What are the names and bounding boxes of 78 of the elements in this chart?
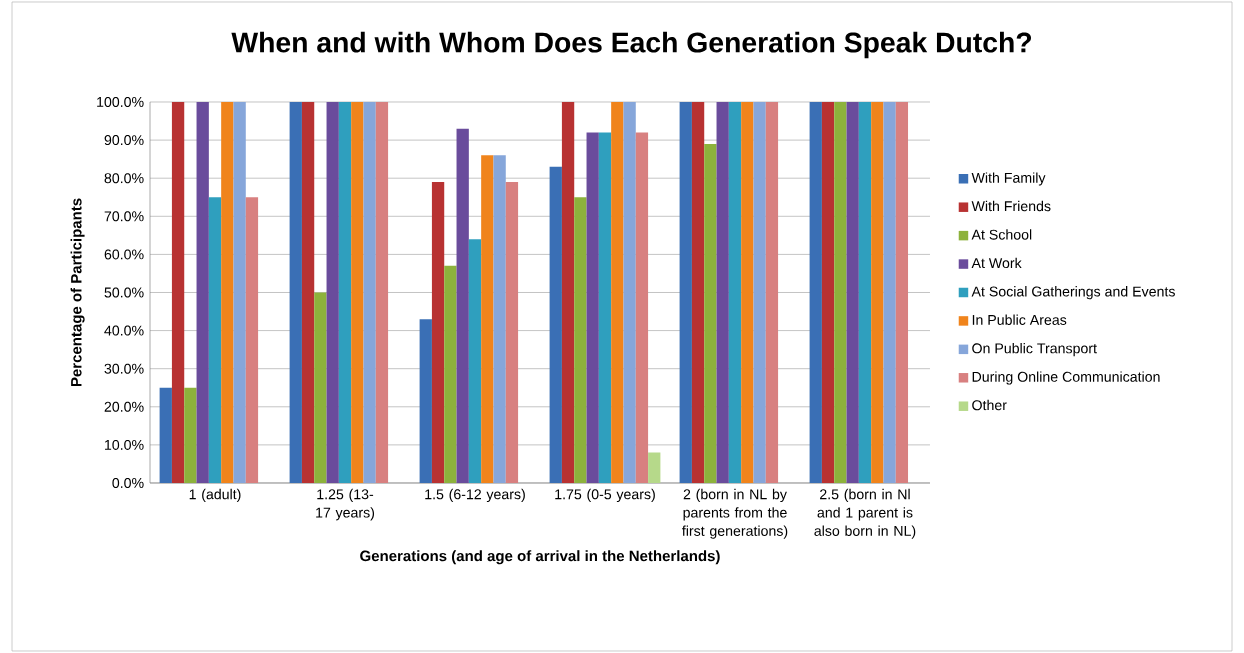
bar (691, 101, 705, 483)
bar (171, 101, 185, 483)
bar (623, 101, 636, 483)
bar (858, 101, 872, 483)
bar (196, 101, 209, 483)
bar (753, 101, 766, 483)
y-tick-label: 100.0% (97, 96, 144, 107)
bar (561, 101, 575, 483)
bar (821, 101, 835, 483)
bar (505, 182, 519, 483)
legend-label: With Family (971, 172, 1046, 186)
chart-title: When and with Whom Does Each Generation Speak Dutch? (231, 31, 1032, 59)
bar (883, 101, 896, 483)
bar (444, 265, 457, 483)
x-tick-label: 2 (born in NL by parents from the first generations) (682, 488, 788, 539)
bar (679, 101, 692, 483)
bar (765, 101, 779, 483)
legend-label: With Friends (971, 200, 1051, 212)
bar (419, 319, 432, 483)
y-tick-label: 0.0% (112, 477, 144, 488)
bar (895, 101, 909, 483)
bar (846, 101, 859, 483)
bar (635, 132, 649, 483)
bar (493, 155, 506, 483)
y-tick-label: 80.0% (104, 173, 144, 184)
bar (245, 197, 259, 483)
y-axis-title: Percentage of Participants (70, 198, 85, 387)
x-tick-label: 1 (adult) (189, 488, 241, 503)
bar (728, 101, 742, 483)
bar (704, 143, 717, 483)
y-tick-label: 20.0% (104, 401, 144, 412)
legend-label: In Public Areas (972, 314, 1067, 325)
bar (375, 101, 389, 483)
bar (481, 155, 494, 483)
bar (741, 101, 754, 483)
bar (233, 101, 246, 483)
bar (326, 101, 339, 483)
bar (289, 101, 302, 483)
bar (871, 101, 884, 483)
y-tick-label: 50.0% (104, 287, 144, 298)
x-tick-label: 1.25 (13-17 years) (316, 488, 375, 521)
bar (456, 128, 469, 483)
x-tick-label: 1.5 (6-12 years) (425, 488, 525, 503)
bar (184, 387, 197, 483)
bar (809, 101, 822, 483)
legend-label: At Work (971, 257, 1022, 269)
bar (574, 197, 587, 483)
bar (351, 101, 364, 483)
y-tick-label: 90.0% (104, 135, 144, 146)
bar (431, 182, 445, 483)
bar (468, 239, 482, 483)
legend-label: During Online Communication (972, 371, 1160, 385)
y-tick-label: 30.0% (104, 363, 144, 374)
legend-label: At School (971, 229, 1032, 240)
bar (338, 101, 352, 483)
bar (159, 387, 172, 483)
legend-label: At Social Gatherings and Events (971, 286, 1175, 300)
bar (314, 292, 327, 483)
y-tick-label: 40.0% (104, 325, 144, 336)
bar (598, 132, 612, 483)
x-tick-label: 1.75 (0-5 years) (555, 488, 655, 503)
bar (221, 101, 234, 483)
bar (716, 101, 729, 483)
bar (586, 132, 599, 483)
bar (363, 101, 376, 483)
y-tick-label: 60.0% (104, 249, 144, 260)
bar (648, 452, 661, 483)
legend-label: On Public Transport (972, 342, 1097, 357)
bar (549, 166, 562, 483)
bar (611, 101, 624, 483)
bar (834, 101, 847, 483)
x-axis-title: Generations (and age of arrival in the Netherlands) (360, 550, 720, 565)
legend-label: Other (972, 399, 1007, 411)
x-tick-label: 2.5 (born in Nl and 1 parent is also born in NL) (814, 488, 916, 539)
y-tick-label: 10.0% (105, 439, 144, 450)
bar (208, 197, 222, 483)
y-tick-label: 70.0% (104, 211, 144, 222)
bar (301, 101, 315, 483)
